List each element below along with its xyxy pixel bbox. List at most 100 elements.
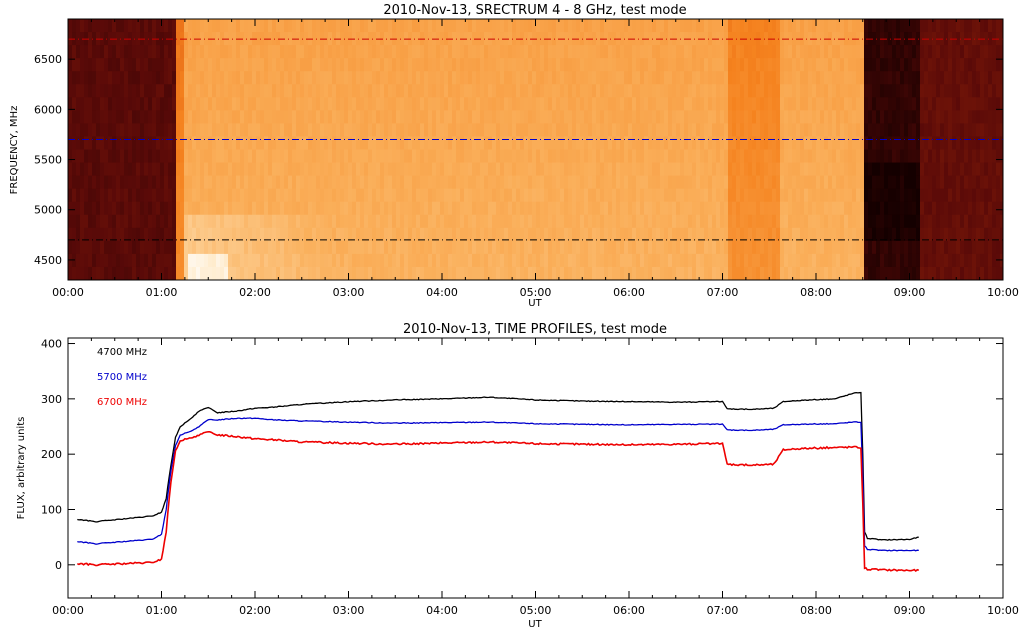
heatmap-cell [780,162,785,177]
heatmap-cell [884,227,889,242]
heatmap-cell [540,45,545,59]
heatmap-cell [500,266,505,280]
heatmap-cell [440,214,445,229]
heatmap-cell [840,253,845,268]
heatmap-cell [132,201,137,216]
heatmap-cell [288,84,293,98]
heatmap-cell [608,227,613,242]
heatmap-cell [96,84,101,98]
heatmap-cell [804,84,809,98]
heatmap-cell [564,149,569,164]
heatmap-cell [544,240,549,255]
heatmap-cell [196,240,201,255]
heatmap-cell [568,175,573,190]
heatmap-cell [288,149,293,164]
heatmap-cell [528,240,533,255]
heatmap-cell [684,110,689,124]
heatmap-cell [716,84,721,98]
heatmap-cell [828,227,833,242]
heatmap-cell [876,227,881,242]
heatmap-cell [368,97,373,111]
heatmap-cell [768,71,773,85]
heatmap-cell [852,253,857,268]
heatmap-cell [172,240,177,255]
heatmap-cell [980,227,985,242]
heatmap-cell [440,58,445,72]
heatmap-cell [808,123,813,137]
heatmap-cell [436,45,441,59]
heatmap-cell [612,110,617,124]
heatmap-cell [572,162,577,177]
heatmap-cell [472,214,477,229]
heatmap-cell [640,214,645,229]
heatmap-cell [92,123,97,137]
heatmap-cell [756,214,761,229]
heatmap-cell [492,45,497,59]
heatmap-cell [772,110,777,124]
heatmap-cell [604,97,609,111]
heatmap-cell [180,201,185,216]
heatmap-cell [944,227,949,242]
heatmap-cell [140,97,145,111]
heatmap-cell [728,58,733,72]
heatmap-cell [592,71,597,85]
heatmap-cell [620,162,625,177]
heatmap-cell [656,149,661,164]
heatmap-cell [720,97,725,111]
heatmap-cell [832,188,837,203]
heatmap-cell [140,123,145,137]
heatmap-cell [996,45,1001,59]
heatmap-cell [508,136,513,150]
heatmap-cell [884,110,889,124]
heatmap-cell [448,188,453,203]
heatmap-cell [768,240,773,255]
heatmap-cell [184,227,189,242]
heatmap-cell [568,266,573,280]
heatmap-cell [764,45,769,59]
heatmap-cell [888,162,893,177]
heatmap-cell [892,97,897,111]
heatmap-cell [688,253,693,268]
heatmap-cell [920,162,925,177]
heatmap-cell [208,58,213,72]
heatmap-cell [404,97,409,111]
heatmap-cell [888,240,893,255]
heatmap-cell [576,71,581,85]
heatmap-cell [132,266,137,280]
heatmap-cell [520,240,525,255]
heatmap-cell [200,19,205,33]
heatmap-cell [928,162,933,177]
heatmap-cell [396,149,401,164]
heatmap-cell [784,266,789,280]
heatmap-cell [456,253,461,268]
heatmap-cell [848,188,853,203]
heatmap-cell [692,240,697,255]
heatmap-cell [908,214,913,229]
heatmap-cell [172,71,177,85]
heatmap-cell [336,266,341,280]
heatmap-cell [624,97,629,111]
heatmap-cell [84,201,89,216]
heatmap-cell [312,45,317,59]
heatmap-cell [404,240,409,255]
heatmap-cell [980,71,985,85]
heatmap-cell [180,123,185,137]
heatmap-cell [352,149,357,164]
heatmap-cell [480,149,485,164]
heatmap-cell [420,136,425,150]
heatmap-cell [548,214,553,229]
heatmap-cell [940,97,945,111]
heatmap-cell [268,201,273,216]
heatmap-cell [656,136,661,150]
heatmap-cell [276,175,281,190]
heatmap-cell [1000,136,1003,150]
heatmap-cell [964,227,969,242]
heatmap-cell [168,149,173,164]
heatmap-cell [432,71,437,85]
heatmap-cell [796,201,801,216]
heatmap-cell [388,58,393,72]
heatmap-cell [980,253,985,268]
heatmap-cell [712,227,717,242]
heatmap-cell [260,45,265,59]
heatmap-cell [308,227,313,242]
